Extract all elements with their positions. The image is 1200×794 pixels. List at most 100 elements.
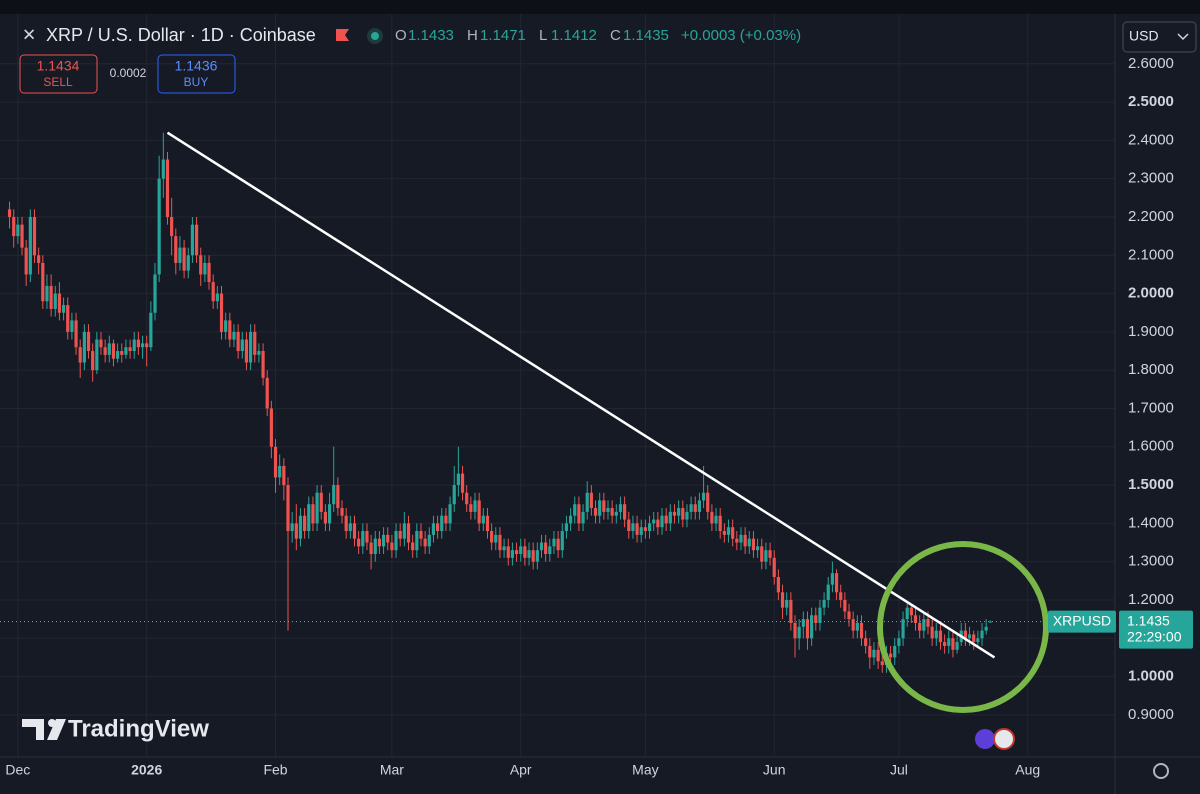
top-strip: [0, 0, 1200, 14]
candle-body: [747, 538, 751, 547]
x-tick-label: Aug: [1015, 762, 1040, 778]
candle-body: [535, 550, 539, 562]
sell-price: 1.1434: [37, 58, 80, 74]
candle-body: [764, 550, 768, 562]
candle-body: [257, 351, 261, 355]
candle-body: [444, 515, 448, 524]
buy-price: 1.1436: [175, 58, 218, 74]
x-tick-label: Mar: [380, 762, 404, 778]
candle-body: [448, 504, 452, 524]
candle-body: [224, 320, 228, 332]
candle-body: [918, 622, 922, 631]
candle-body: [99, 339, 103, 348]
y-tick-label: 2.2000: [1128, 208, 1174, 225]
candle-body: [381, 534, 386, 547]
grid: [0, 14, 1115, 757]
candle-body: [789, 599, 793, 623]
candle-body: [61, 305, 66, 313]
candle-body: [357, 538, 361, 547]
candle-body: [539, 542, 544, 551]
candle-body: [456, 473, 460, 486]
candle-body: [107, 343, 111, 355]
candle-body: [261, 351, 265, 378]
candle-body: [111, 343, 116, 359]
candle-body: [282, 465, 286, 486]
candle-body: [32, 216, 37, 256]
candle-body: [851, 619, 855, 631]
y-tick-label: 2.6000: [1128, 55, 1174, 72]
sell-button[interactable]: [19, 54, 98, 94]
candle-body: [988, 621, 992, 623]
candle-body: [618, 504, 623, 512]
candles: [0, 131, 1115, 673]
candle-body: [756, 546, 760, 551]
candle-body: [319, 492, 323, 512]
candle-body: [614, 511, 618, 516]
candle-body: [498, 534, 502, 551]
candle-body: [394, 531, 398, 551]
candle-body: [677, 508, 681, 516]
candle-body: [951, 638, 955, 650]
candle-body: [315, 492, 319, 524]
candle-body: [864, 638, 868, 646]
candle-body: [124, 347, 128, 355]
candle-body: [652, 519, 656, 524]
candle-body: [402, 523, 406, 539]
candle-body: [37, 255, 41, 263]
candle-body: [527, 550, 531, 558]
candle-body: [53, 293, 57, 309]
candle-body: [943, 642, 947, 646]
icon[interactable]: [975, 729, 995, 749]
candle-body: [556, 538, 560, 551]
candle-body: [780, 592, 785, 608]
candle-body: [751, 538, 756, 551]
candle-body: [818, 607, 822, 623]
candle-body: [303, 515, 307, 532]
candle-body: [573, 504, 577, 516]
icon[interactable]: [993, 728, 1015, 750]
y-tick-label: 2.1000: [1128, 246, 1174, 263]
y-tick-label: 0.9000: [1128, 706, 1174, 723]
buy-label: BUY: [184, 75, 209, 89]
candle-body: [664, 515, 668, 524]
candle-body: [24, 247, 28, 275]
candle-body: [136, 339, 140, 348]
candle-body: [91, 351, 95, 371]
candle-body: [132, 339, 136, 352]
spread: 0.0002: [110, 66, 147, 80]
settings-icon[interactable]: [1153, 763, 1169, 779]
x-tick-label: May: [632, 762, 658, 778]
candle-body: [980, 630, 984, 639]
candle-body: [552, 538, 556, 547]
currency-select[interactable]: [1122, 21, 1197, 53]
candle-body: [327, 504, 332, 524]
candle-body: [814, 615, 818, 623]
candle-body: [826, 584, 830, 600]
candle-body: [913, 615, 918, 623]
candle-body: [922, 619, 926, 631]
flag-icon[interactable]: [336, 29, 349, 41]
change: +0.0003 (+0.03%): [681, 27, 801, 44]
candle-body: [793, 622, 797, 639]
candle-body: [190, 224, 195, 256]
ohlc-value: 1.1412: [551, 27, 597, 44]
candle-body: [307, 504, 311, 532]
close-icon[interactable]: ✕: [22, 25, 36, 44]
ohlc-label: L: [539, 27, 547, 44]
logo-mark: [48, 719, 56, 727]
candle-body: [585, 492, 589, 512]
currency: USD: [1129, 28, 1159, 44]
candle-body: [830, 573, 835, 585]
candle-body: [855, 622, 859, 631]
candle-body: [880, 661, 884, 666]
candle-body: [377, 538, 382, 547]
symbol-title: XRP / U.S. Dollar · 1D · Coinbase: [46, 25, 316, 45]
candle-body: [265, 377, 269, 409]
candle-body: [174, 236, 178, 263]
candle-body: [211, 282, 215, 302]
candle-body: [834, 573, 839, 593]
candle-body: [390, 542, 394, 551]
candle-body: [760, 546, 764, 562]
buy-button[interactable]: [157, 54, 236, 94]
